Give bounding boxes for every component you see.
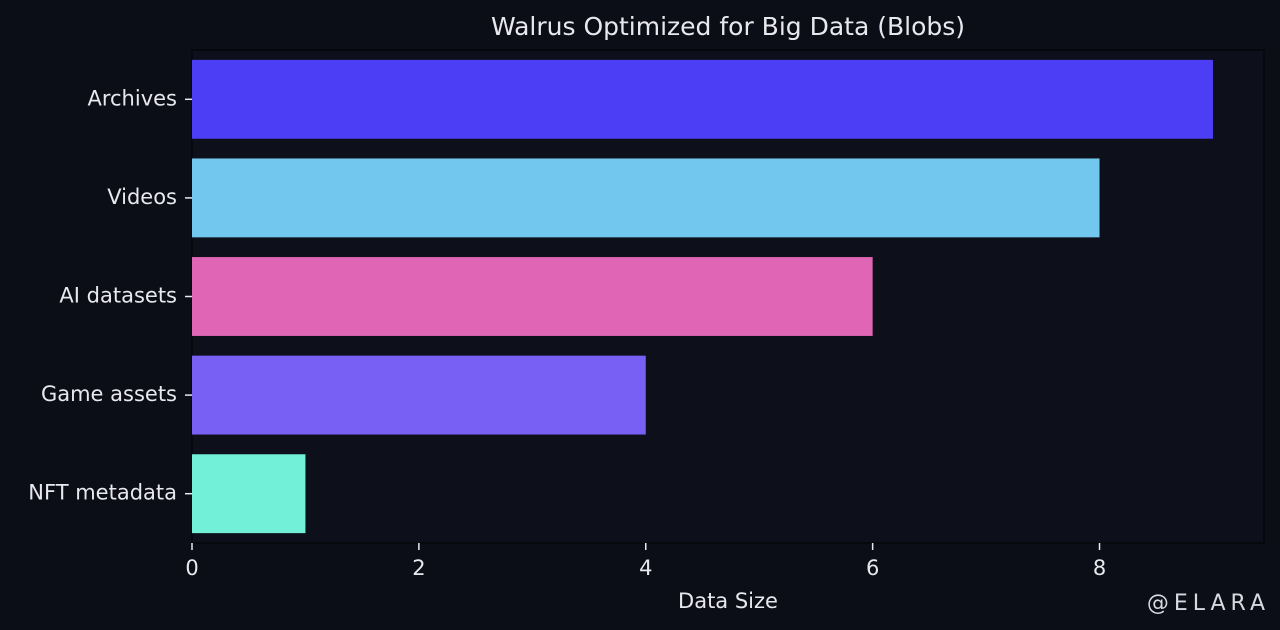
x-axis-label: Data Size [678,589,778,613]
x-tick-label: 4 [639,556,652,580]
chart-title: Walrus Optimized for Big Data (Blobs) [491,12,965,41]
bar [192,355,646,435]
y-tick-label: Game assets [41,382,177,406]
y-tick-label: AI datasets [59,284,177,308]
bar [192,158,1100,238]
x-tick-label: 2 [412,556,425,580]
x-tick-label: 6 [866,556,879,580]
y-tick-label: Archives [87,86,177,110]
bar [192,59,1213,139]
x-tick-label: 8 [1093,556,1106,580]
y-tick-label: NFT metadata [28,481,177,505]
bar [192,454,306,534]
x-tick-label: 0 [185,556,198,580]
y-tick-label: Videos [107,185,177,209]
watermark: @ELARA [1147,591,1270,616]
bar [192,257,873,336]
